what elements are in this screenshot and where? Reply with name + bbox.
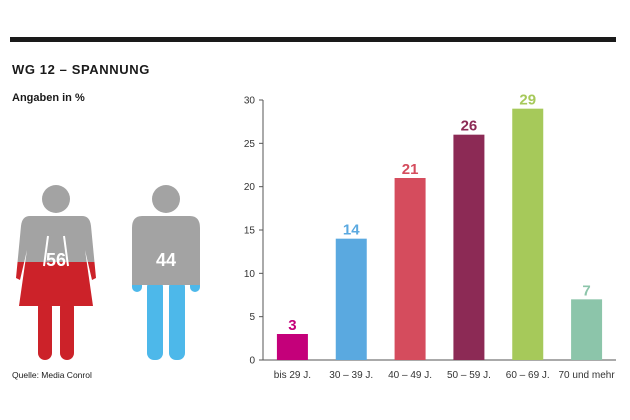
bars xyxy=(276,108,603,361)
woman-icon: 56 xyxy=(16,185,96,360)
value-labels: 3 14 21 26 29 7 xyxy=(288,92,591,334)
x-tick-label: 50 – 59 J. xyxy=(447,370,491,381)
woman-divider-left xyxy=(43,235,49,267)
bar xyxy=(512,108,544,361)
man-shape-base xyxy=(132,185,200,285)
y-tick-label: 30 xyxy=(244,96,256,107)
bar xyxy=(335,238,367,360)
x-axis-labels: bis 29 J. 30 – 39 J. 40 – 49 J. 50 – 59 J. 6… xyxy=(274,370,616,381)
data-label: 26 xyxy=(461,118,478,135)
y-tick-label: 15 xyxy=(244,226,256,237)
woman-divider-right xyxy=(63,235,69,267)
bar xyxy=(394,178,426,360)
age-bar-chart: 0 5 10 15 20 25 30 3 14 21 26 29 7 bis 29 J. 30 – 39… xyxy=(244,92,616,381)
y-tick-label: 0 xyxy=(249,356,255,367)
data-label: 7 xyxy=(582,282,590,299)
chart-subtitle: Angaben in % xyxy=(12,92,85,104)
x-tick-label: bis 29 J. xyxy=(274,370,311,381)
man-shape-fill xyxy=(132,285,200,360)
female-percentage: 56 xyxy=(46,250,66,270)
y-tick-label: 25 xyxy=(244,139,256,150)
male-percentage: 44 xyxy=(156,250,176,270)
data-label: 14 xyxy=(343,222,360,239)
data-label: 3 xyxy=(288,317,296,334)
gender-figures: 56 44 xyxy=(16,185,200,360)
x-tick-label: 70 und mehr xyxy=(559,370,616,381)
y-axis: 0 5 10 15 20 25 30 xyxy=(244,96,616,367)
y-tick-label: 5 xyxy=(249,312,255,323)
chart-title: WG 12 – SPANNUNG xyxy=(12,62,150,77)
x-tick-label: 60 – 69 J. xyxy=(506,370,550,381)
top-rule xyxy=(10,37,616,42)
man-icon: 44 xyxy=(132,185,200,360)
y-tick-label: 10 xyxy=(244,269,256,280)
bar xyxy=(276,334,308,360)
bar xyxy=(571,299,603,360)
x-tick-label: 40 – 49 J. xyxy=(388,370,432,381)
y-tick-label: 20 xyxy=(244,182,256,193)
x-tick-label: 30 – 39 J. xyxy=(329,370,373,381)
bar xyxy=(453,134,485,360)
data-label: 21 xyxy=(402,161,419,178)
source-note: Quelle: Media Conrol xyxy=(12,370,92,380)
woman-shape-fill xyxy=(16,262,96,360)
woman-shape-base xyxy=(17,185,95,262)
data-label: 29 xyxy=(519,92,536,109)
